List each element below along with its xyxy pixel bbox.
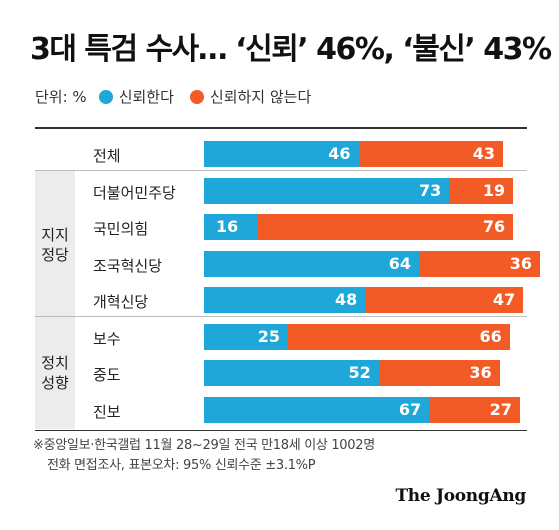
category-label: 개혁신당 xyxy=(93,293,149,311)
legend-swatch-trust xyxy=(98,89,113,104)
group-label: 지지 정당 xyxy=(35,225,75,265)
category-label: 조국혁신당 xyxy=(93,256,163,275)
group-background xyxy=(35,316,75,429)
bar-distrust xyxy=(449,177,514,204)
bar-distrust xyxy=(419,250,540,277)
category-label: 더불어민주당 xyxy=(93,183,176,202)
value-label-distrust: 47 xyxy=(492,290,516,309)
category-label: 국민의힘 xyxy=(93,220,149,238)
chart-title: 3대 특검 수사… ‘신뢰’ 46%, ‘불신’ 43% xyxy=(30,32,552,67)
bar-trust xyxy=(204,177,450,204)
bar-distrust xyxy=(365,287,524,313)
table-top-rule xyxy=(35,127,527,129)
category-label: 전체 xyxy=(93,147,121,165)
legend-label-trust: 신뢰한다 xyxy=(118,88,174,106)
bar-trust xyxy=(204,287,366,313)
bar-trust xyxy=(204,323,288,350)
group-label-line: 지지 xyxy=(41,225,69,244)
value-label-distrust: 66 xyxy=(479,326,502,346)
category-label: 보수 xyxy=(93,329,121,348)
bar-distrust xyxy=(257,214,514,240)
legend-label-distrust: 신뢰하지 않는다 xyxy=(209,88,312,106)
group-label-line: 정치 xyxy=(41,353,69,372)
bar-trust xyxy=(204,360,379,386)
value-label-trust: 25 xyxy=(257,326,280,346)
value-label-distrust: 36 xyxy=(469,363,492,382)
group-separator xyxy=(35,315,527,317)
group-label: 정치 성향 xyxy=(35,353,75,393)
value-label-distrust: 19 xyxy=(482,180,506,200)
group-background xyxy=(35,170,75,319)
footnote-line-1: ※중앙일보·한국갤럽 11월 28~29일 전국 만18세 이상 1002명 xyxy=(33,438,375,453)
bar-trust xyxy=(204,250,420,277)
value-label-trust: 67 xyxy=(398,399,422,419)
brand-logo: The JoongAng xyxy=(395,486,526,506)
bar-trust xyxy=(204,141,359,167)
bar-trust xyxy=(204,214,258,240)
value-label-trust: 64 xyxy=(388,253,412,273)
legend-item-distrust: 신뢰하지 않는다 xyxy=(189,86,312,107)
category-label: 진보 xyxy=(93,402,121,421)
value-label-trust: 73 xyxy=(419,180,442,200)
value-label-distrust: 36 xyxy=(509,253,532,273)
category-label: 중도 xyxy=(93,366,121,384)
group-label-line: 정당 xyxy=(41,245,69,264)
footnote-line-2: 전화 면접조사, 표본오차: 95% 신뢰수준 ±3.1%P xyxy=(47,458,316,473)
table-bottom-rule xyxy=(35,429,527,431)
legend-swatch-distrust xyxy=(189,89,204,104)
bar-distrust xyxy=(429,396,520,423)
bar-trust xyxy=(204,396,430,423)
value-label-distrust: 76 xyxy=(482,217,506,236)
legend-item-trust: 신뢰한다 xyxy=(98,86,174,107)
value-label-trust: 16 xyxy=(216,217,239,236)
value-label-trust: 52 xyxy=(348,363,371,382)
bar-distrust xyxy=(358,141,504,167)
value-label-distrust: 43 xyxy=(472,144,496,163)
unit-label: 단위: % xyxy=(35,88,87,106)
legend: 단위: % 신뢰한다 신뢰하지 않는다 xyxy=(35,86,327,107)
bar-distrust xyxy=(288,323,510,350)
bar-distrust xyxy=(378,360,500,386)
value-label-distrust: 27 xyxy=(489,399,512,419)
value-label-trust: 46 xyxy=(328,144,351,163)
value-label-trust: 48 xyxy=(335,290,358,309)
group-separator xyxy=(35,169,527,171)
group-label-line: 성향 xyxy=(41,373,69,392)
footnote: ※중앙일보·한국갤럽 11월 28~29일 전국 만18세 이상 1002명 전… xyxy=(33,436,375,476)
